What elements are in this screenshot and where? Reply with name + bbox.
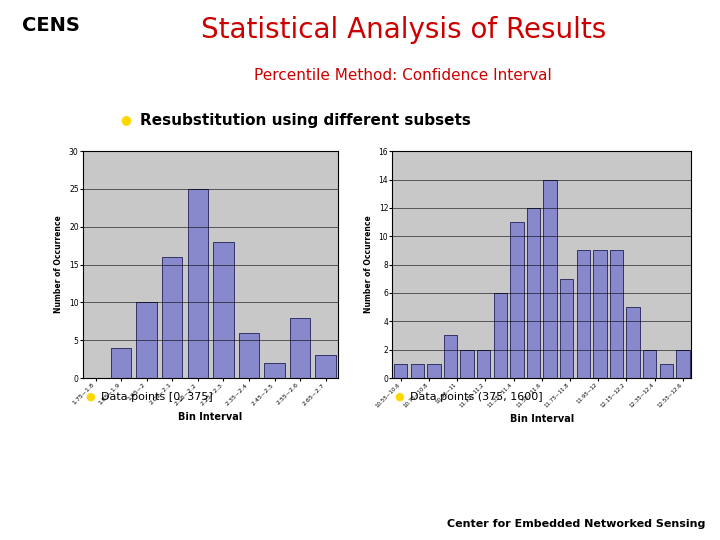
Bar xyxy=(264,363,284,378)
Bar xyxy=(560,279,573,378)
Text: Data points (375, 1600]: Data points (375, 1600] xyxy=(410,392,543,402)
Bar xyxy=(290,318,310,378)
Bar xyxy=(577,251,590,378)
Text: ●: ● xyxy=(120,113,132,126)
Bar xyxy=(315,355,336,378)
Bar xyxy=(444,335,457,378)
Bar xyxy=(394,364,408,378)
Bar xyxy=(477,350,490,378)
Bar xyxy=(427,364,441,378)
Bar xyxy=(213,242,233,378)
Bar xyxy=(162,257,182,378)
Text: Percentile Method: Confidence Interval: Percentile Method: Confidence Interval xyxy=(254,68,552,83)
Text: ●: ● xyxy=(395,392,405,402)
Bar xyxy=(111,348,131,378)
Bar xyxy=(643,350,657,378)
Bar xyxy=(544,179,557,378)
Text: Statistical Analysis of Results: Statistical Analysis of Results xyxy=(201,16,606,44)
Bar xyxy=(527,208,540,378)
Bar xyxy=(137,302,157,378)
Text: Resubstitution using different subsets: Resubstitution using different subsets xyxy=(140,113,472,129)
Bar xyxy=(593,251,606,378)
X-axis label: Bin Interval: Bin Interval xyxy=(510,414,574,424)
Text: ●: ● xyxy=(85,392,95,402)
Bar xyxy=(410,364,424,378)
Bar xyxy=(461,350,474,378)
Y-axis label: Number of Occurrence: Number of Occurrence xyxy=(364,215,373,314)
Bar xyxy=(660,364,673,378)
Bar xyxy=(626,307,640,378)
X-axis label: Bin Interval: Bin Interval xyxy=(179,412,243,422)
Text: CENS: CENS xyxy=(22,16,79,35)
Text: Center for Embedded Networked Sensing: Center for Embedded Networked Sensing xyxy=(447,519,706,529)
Text: Data points [0, 375]: Data points [0, 375] xyxy=(101,392,212,402)
Bar xyxy=(510,222,523,378)
Bar xyxy=(494,293,507,378)
Y-axis label: Number of Occurrence: Number of Occurrence xyxy=(54,215,63,314)
Bar xyxy=(239,333,259,378)
Bar xyxy=(188,189,208,378)
Bar xyxy=(610,251,623,378)
Bar xyxy=(676,350,690,378)
